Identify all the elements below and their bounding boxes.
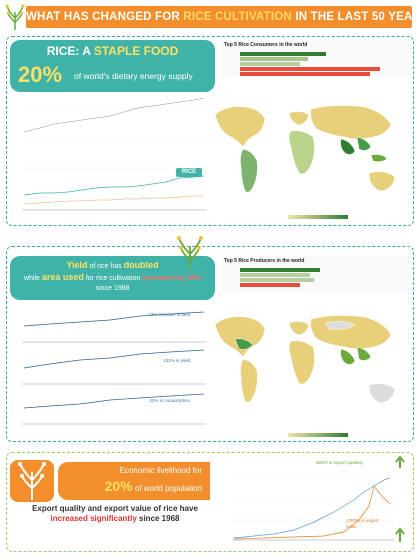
export-quantity-caption: 383% in export quantity — [316, 460, 364, 465]
staple-food-banner: RICE: A STAPLE FOOD 20% of world's dieta… — [10, 40, 215, 92]
consumption-map-legend — [288, 215, 348, 219]
export-value-caption: 1300% in export value — [346, 518, 379, 529]
land-yield-consumption-chart — [22, 311, 206, 425]
consumer-bar — [240, 52, 326, 56]
consumption-world-map — [214, 105, 396, 193]
yield-increase-caption: 131% in yield — [163, 358, 190, 363]
economy-line2: 20% of world population — [104, 478, 202, 494]
consumers-chart-title: Top 5 Rice Consumers in the world — [224, 42, 308, 48]
producer-bar — [240, 273, 310, 277]
consumer-bar — [240, 67, 380, 71]
energy-stat-text: of world's dietary energy supply — [74, 71, 193, 81]
rice-plant-icon — [177, 236, 203, 270]
yield-banner: Yield of rice has doubled while area use… — [10, 256, 215, 300]
title-bar: WHAT HAS CHANGED FOR RICE CULTIVATION IN… — [4, 4, 420, 30]
producer-bar — [240, 283, 300, 287]
export-line-chart — [232, 456, 405, 542]
population-line-chart — [22, 98, 206, 211]
rice-series-tag: RICE — [176, 168, 202, 177]
consumer-bar — [240, 62, 300, 66]
production-map-legend — [288, 433, 348, 437]
consumption-increase-caption: 20% in consumption — [149, 398, 190, 403]
producers-chart-title: Top 5 Rice Producers in the world — [224, 258, 305, 264]
yield-banner-text: Yield of rice has doubled while area use… — [23, 260, 202, 292]
economy-line1: Economic livelihood for — [119, 466, 202, 475]
section-economy — [6, 452, 414, 552]
rice-plant-icon — [5, 4, 25, 30]
section-staple-food — [6, 36, 414, 226]
title-background — [26, 6, 412, 28]
rice-icon-box — [10, 460, 54, 502]
export-statement: Export quality and export value of rice … — [32, 504, 198, 523]
production-world-map — [214, 315, 396, 404]
energy-stat-value: 20% — [18, 62, 63, 87]
land-increase-caption: 73% increase in land — [148, 312, 190, 317]
section-yield — [6, 246, 414, 442]
consumer-bar — [240, 72, 370, 76]
producer-bar — [240, 278, 314, 282]
producer-bar — [240, 268, 320, 272]
page-title: WHAT HAS CHANGED FOR RICE CULTIVATION IN… — [26, 11, 420, 23]
consumer-bar — [240, 57, 308, 61]
economy-banner: Economic livelihood for 20% of world pop… — [58, 462, 210, 500]
rice-plant-icon — [17, 461, 47, 500]
staple-food-heading: RICE: A STAPLE FOOD — [46, 44, 179, 58]
